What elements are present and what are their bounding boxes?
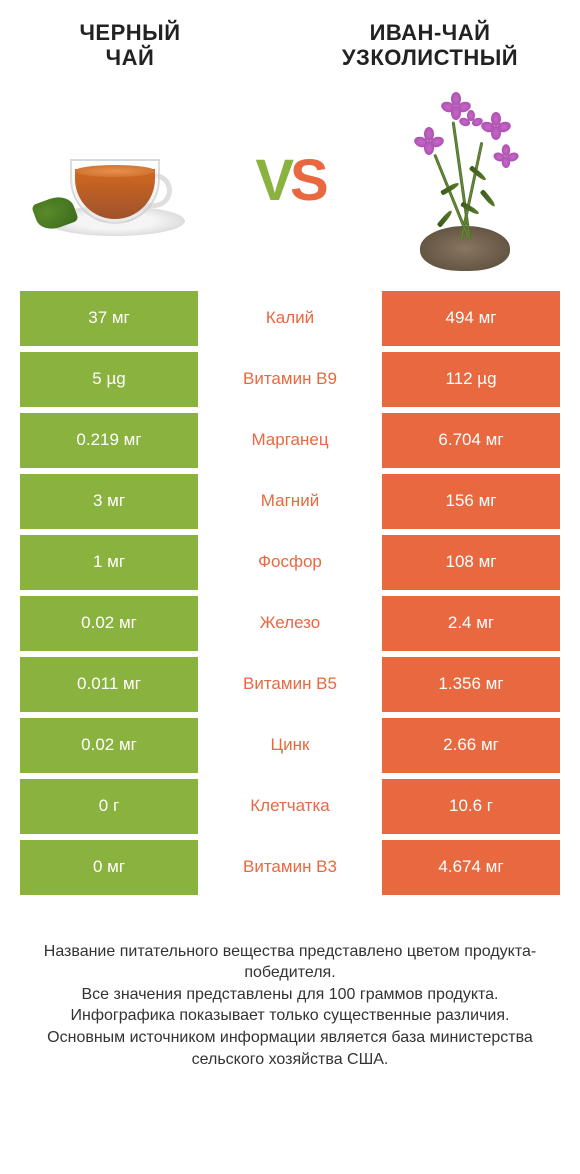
nutrient-label: Витамин B9 — [198, 352, 382, 407]
table-row: 0.02 мгЖелезо2.4 мг — [20, 596, 560, 651]
value-right: 112 µg — [382, 352, 560, 407]
vs-s: S — [290, 148, 325, 213]
vs-label: VS — [255, 147, 324, 214]
nutrient-label: Цинк — [198, 718, 382, 773]
table-row: 37 мгКалий494 мг — [20, 291, 560, 346]
header: ЧЕРНЫЙЧАЙ ИВАН-ЧАЙУЗКОЛИСТНЫЙ — [0, 0, 580, 81]
table-row: 0.02 мгЦинк2.66 мг — [20, 718, 560, 773]
table-row: 0 гКлетчатка10.6 г — [20, 779, 560, 834]
table-row: 0.011 мгВитамин B51.356 мг — [20, 657, 560, 712]
nutrient-label: Калий — [198, 291, 382, 346]
nutrient-label: Витамин B3 — [198, 840, 382, 895]
footer-line: Инфографика показывает только существенн… — [28, 1005, 552, 1027]
value-left: 0 мг — [20, 840, 198, 895]
nutrient-label: Магний — [198, 474, 382, 529]
value-left: 5 µg — [20, 352, 198, 407]
comparison-table: 37 мгКалий494 мг 5 µgВитамин B9112 µg 0.21… — [0, 291, 580, 895]
product-left-title: ЧЕРНЫЙЧАЙ — [40, 20, 220, 71]
vs-v: V — [255, 148, 290, 213]
value-right: 6.704 мг — [382, 413, 560, 468]
table-row: 0.219 мгМарганец6.704 мг — [20, 413, 560, 468]
nutrient-label: Фосфор — [198, 535, 382, 590]
footer-line: Название питательного вещества представл… — [28, 941, 552, 984]
value-left: 0 г — [20, 779, 198, 834]
table-row: 0 мгВитамин B34.674 мг — [20, 840, 560, 895]
value-left: 3 мг — [20, 474, 198, 529]
value-right: 10.6 г — [382, 779, 560, 834]
plant-icon — [390, 91, 540, 271]
table-row: 1 мгФосфор108 мг — [20, 535, 560, 590]
value-left: 37 мг — [20, 291, 198, 346]
nutrient-label: Витамин B5 — [198, 657, 382, 712]
product-left-image — [30, 101, 200, 261]
value-right: 494 мг — [382, 291, 560, 346]
value-left: 0.219 мг — [20, 413, 198, 468]
footer-notes: Название питательного вещества представл… — [0, 901, 580, 1071]
nutrient-label: Марганец — [198, 413, 382, 468]
table-row: 5 µgВитамин B9112 µg — [20, 352, 560, 407]
product-right-image — [380, 101, 550, 261]
value-right: 4.674 мг — [382, 840, 560, 895]
value-right: 1.356 мг — [382, 657, 560, 712]
product-right-title: ИВАН-ЧАЙУЗКОЛИСТНЫЙ — [320, 20, 540, 71]
value-left: 0.02 мг — [20, 718, 198, 773]
value-left: 1 мг — [20, 535, 198, 590]
table-row: 3 мгМагний156 мг — [20, 474, 560, 529]
value-left: 0.011 мг — [20, 657, 198, 712]
footer-line: Все значения представлены для 100 граммо… — [28, 984, 552, 1006]
value-right: 2.4 мг — [382, 596, 560, 651]
nutrient-label: Клетчатка — [198, 779, 382, 834]
value-right: 108 мг — [382, 535, 560, 590]
value-right: 2.66 мг — [382, 718, 560, 773]
value-left: 0.02 мг — [20, 596, 198, 651]
teacup-icon — [40, 126, 190, 236]
value-right: 156 мг — [382, 474, 560, 529]
nutrient-label: Железо — [198, 596, 382, 651]
images-row: VS — [0, 81, 580, 291]
footer-line: Основным источником информации является … — [28, 1027, 552, 1070]
